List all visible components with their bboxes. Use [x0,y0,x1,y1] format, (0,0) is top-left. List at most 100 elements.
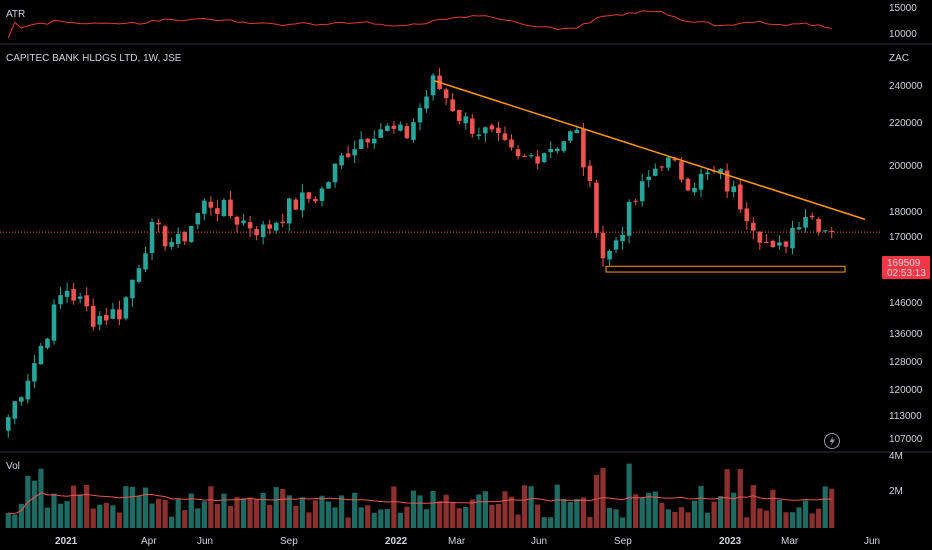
volume-bar [698,486,704,528]
candle-body [195,213,201,225]
candle-body [666,157,671,168]
candle-body [659,166,665,168]
candle-body [123,297,129,319]
candle-body [293,199,299,210]
volume-bar [208,486,214,528]
volume-bar [103,502,109,528]
candle-body [58,295,63,305]
volume-bar [561,498,567,528]
volume-bar [12,514,18,528]
candle-body [528,155,534,157]
volume-bar [299,497,305,528]
candle-body [731,186,736,193]
volume-bar [221,493,227,528]
volume-bar [567,501,573,528]
candle-body [509,139,514,148]
atr-label: ATR [6,9,25,20]
volume-bar [38,468,44,528]
volume-bar [378,509,384,528]
atr-tick: 15000 [889,3,917,14]
candle-body [483,127,488,134]
candle-body [581,128,586,168]
volume-bar [718,495,724,528]
volume-bar [606,507,613,528]
price-tick: 240000 [889,81,923,92]
volume-bar [587,517,593,528]
symbol-title: CAPITEC BANK HLDGS LTD, 1W, JSE [6,53,182,64]
volume-bar [593,474,600,528]
candle-body [306,192,312,199]
volume-bar [652,491,658,528]
candle-body [685,178,691,191]
volume-bar [783,512,789,528]
volume-bar [704,512,711,528]
candle-body [202,200,207,214]
candle-body [548,148,553,153]
candle-body [554,148,560,152]
candle-body [104,314,109,321]
volume-bar [737,469,743,528]
candle-body [25,380,31,400]
candle-body [5,417,11,431]
volume-bar [410,490,417,528]
candle-body [424,96,429,109]
candle-body [515,149,521,157]
volume-bar [770,489,776,528]
price-tick: 120000 [889,385,923,396]
candle-body [777,242,782,246]
volume-bar [234,497,240,528]
candle-body [600,232,606,259]
candle-body [280,221,286,224]
candle-body [737,184,743,210]
volume-bar [116,512,122,528]
candle-body [234,216,240,225]
time-label: 2023 [719,536,742,547]
volume-bar [280,489,286,528]
volume-bar [678,507,685,528]
volume-bar [286,495,292,528]
candle-body [260,224,266,237]
time-axis[interactable]: 2021 Apr Jun Sep 2022 Mar Jun Sep 2023 M… [55,536,880,547]
time-label: Jun [864,536,880,547]
volume-bar [195,508,201,528]
candle-body [300,192,305,211]
volume-bar [515,514,521,528]
volume-bar [829,488,835,528]
volume-bar [162,499,168,528]
volume-bar [149,503,155,528]
candle-body [182,232,188,242]
price-pane: CAPITEC BANK HLDGS LTD, 1W, JSE ZAC 2400… [0,53,930,449]
candle-body [502,133,508,140]
volume-bar [639,497,645,528]
candle-body [679,161,684,180]
volume-bar [365,505,371,528]
volume-bar [613,509,619,528]
price-tick: 146000 [889,298,923,309]
volume-bar [338,495,345,528]
volume-ma-line [8,492,832,515]
candle-body [228,199,233,217]
volume-bar [757,508,763,528]
candle-body [352,149,357,156]
candle-body [496,127,501,133]
volume-bar [71,485,77,528]
candle-body [136,268,142,282]
lightning-icon[interactable] [824,433,840,449]
candle-body [672,158,678,161]
volume-bar [142,487,149,528]
candle-body [215,208,220,215]
candle-body [594,182,599,234]
support-zone[interactable] [605,265,846,273]
time-label: 2022 [385,536,408,547]
trendline[interactable] [434,80,866,221]
candle-body [143,253,148,270]
candle-body [744,208,750,222]
candle-body [535,156,540,164]
candle-body [71,288,76,301]
volume-bar [417,495,423,528]
volume-bar [319,495,325,528]
price-tick: 128000 [889,357,923,368]
candle-body [45,338,50,348]
volume-bar [463,507,469,528]
